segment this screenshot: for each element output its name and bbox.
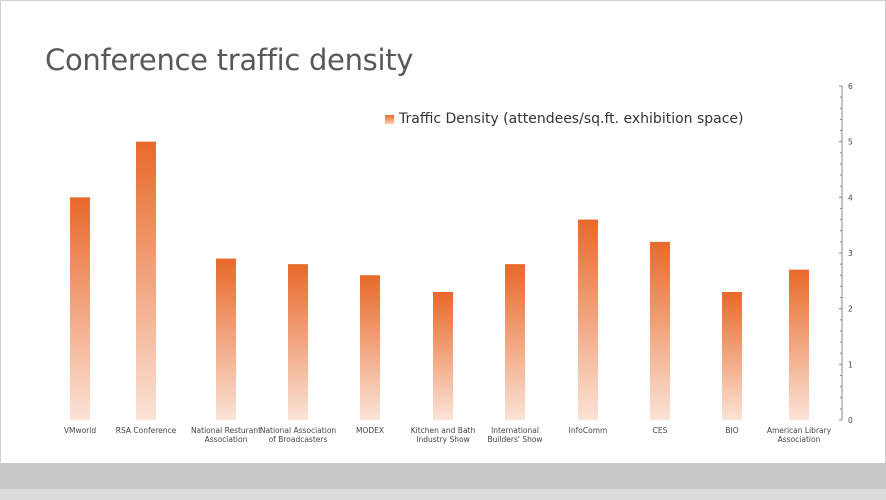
x-tick-label: VMworld — [63, 426, 97, 435]
y-tick-label: 0 — [848, 416, 853, 425]
x-tick-label: National Resturant Association — [190, 426, 262, 444]
bar — [789, 269, 809, 420]
y-tick-label: 2 — [848, 305, 853, 314]
bar — [360, 275, 380, 420]
legend-swatch — [385, 114, 394, 124]
x-tick-label: BIO — [725, 426, 739, 435]
bar — [136, 141, 156, 420]
bar-chart: 0 1 2 3 4 5 6 — [70, 82, 853, 425]
bar — [505, 264, 525, 420]
bar — [70, 197, 90, 420]
y-tick-label: 3 — [848, 249, 853, 258]
legend-label: Traffic Density (attendees/sq.ft. exhibi… — [399, 111, 744, 127]
x-tick-label: National Association of Broadcasters — [259, 426, 337, 444]
bar — [433, 291, 453, 420]
chart-legend: Traffic Density (attendees/sq.ft. exhibi… — [385, 111, 744, 127]
x-tick-label: InfoComm — [568, 426, 608, 435]
bar — [216, 258, 236, 420]
x-tick-label: RSA Conference — [115, 426, 177, 435]
page-title: Conference traffic density — [45, 43, 414, 77]
x-tick-label: MODEX — [355, 426, 385, 435]
bar — [288, 264, 308, 420]
y-tick-label: 5 — [848, 138, 853, 147]
bar — [722, 291, 742, 420]
bottom-bar — [0, 463, 886, 489]
x-tick-label: International Builders' Show — [487, 426, 543, 444]
y-tick-label: 4 — [848, 193, 853, 202]
y-tick-label: 1 — [848, 360, 853, 369]
bottom-bar-lower — [0, 489, 886, 500]
x-tick-label: CES — [652, 426, 668, 435]
x-tick-label: Kitchen and Bath Industry Show — [410, 426, 476, 444]
bar — [650, 241, 670, 420]
bar — [578, 219, 598, 420]
x-tick-label: American Library Association — [766, 426, 832, 444]
y-tick-label: 6 — [848, 82, 853, 91]
